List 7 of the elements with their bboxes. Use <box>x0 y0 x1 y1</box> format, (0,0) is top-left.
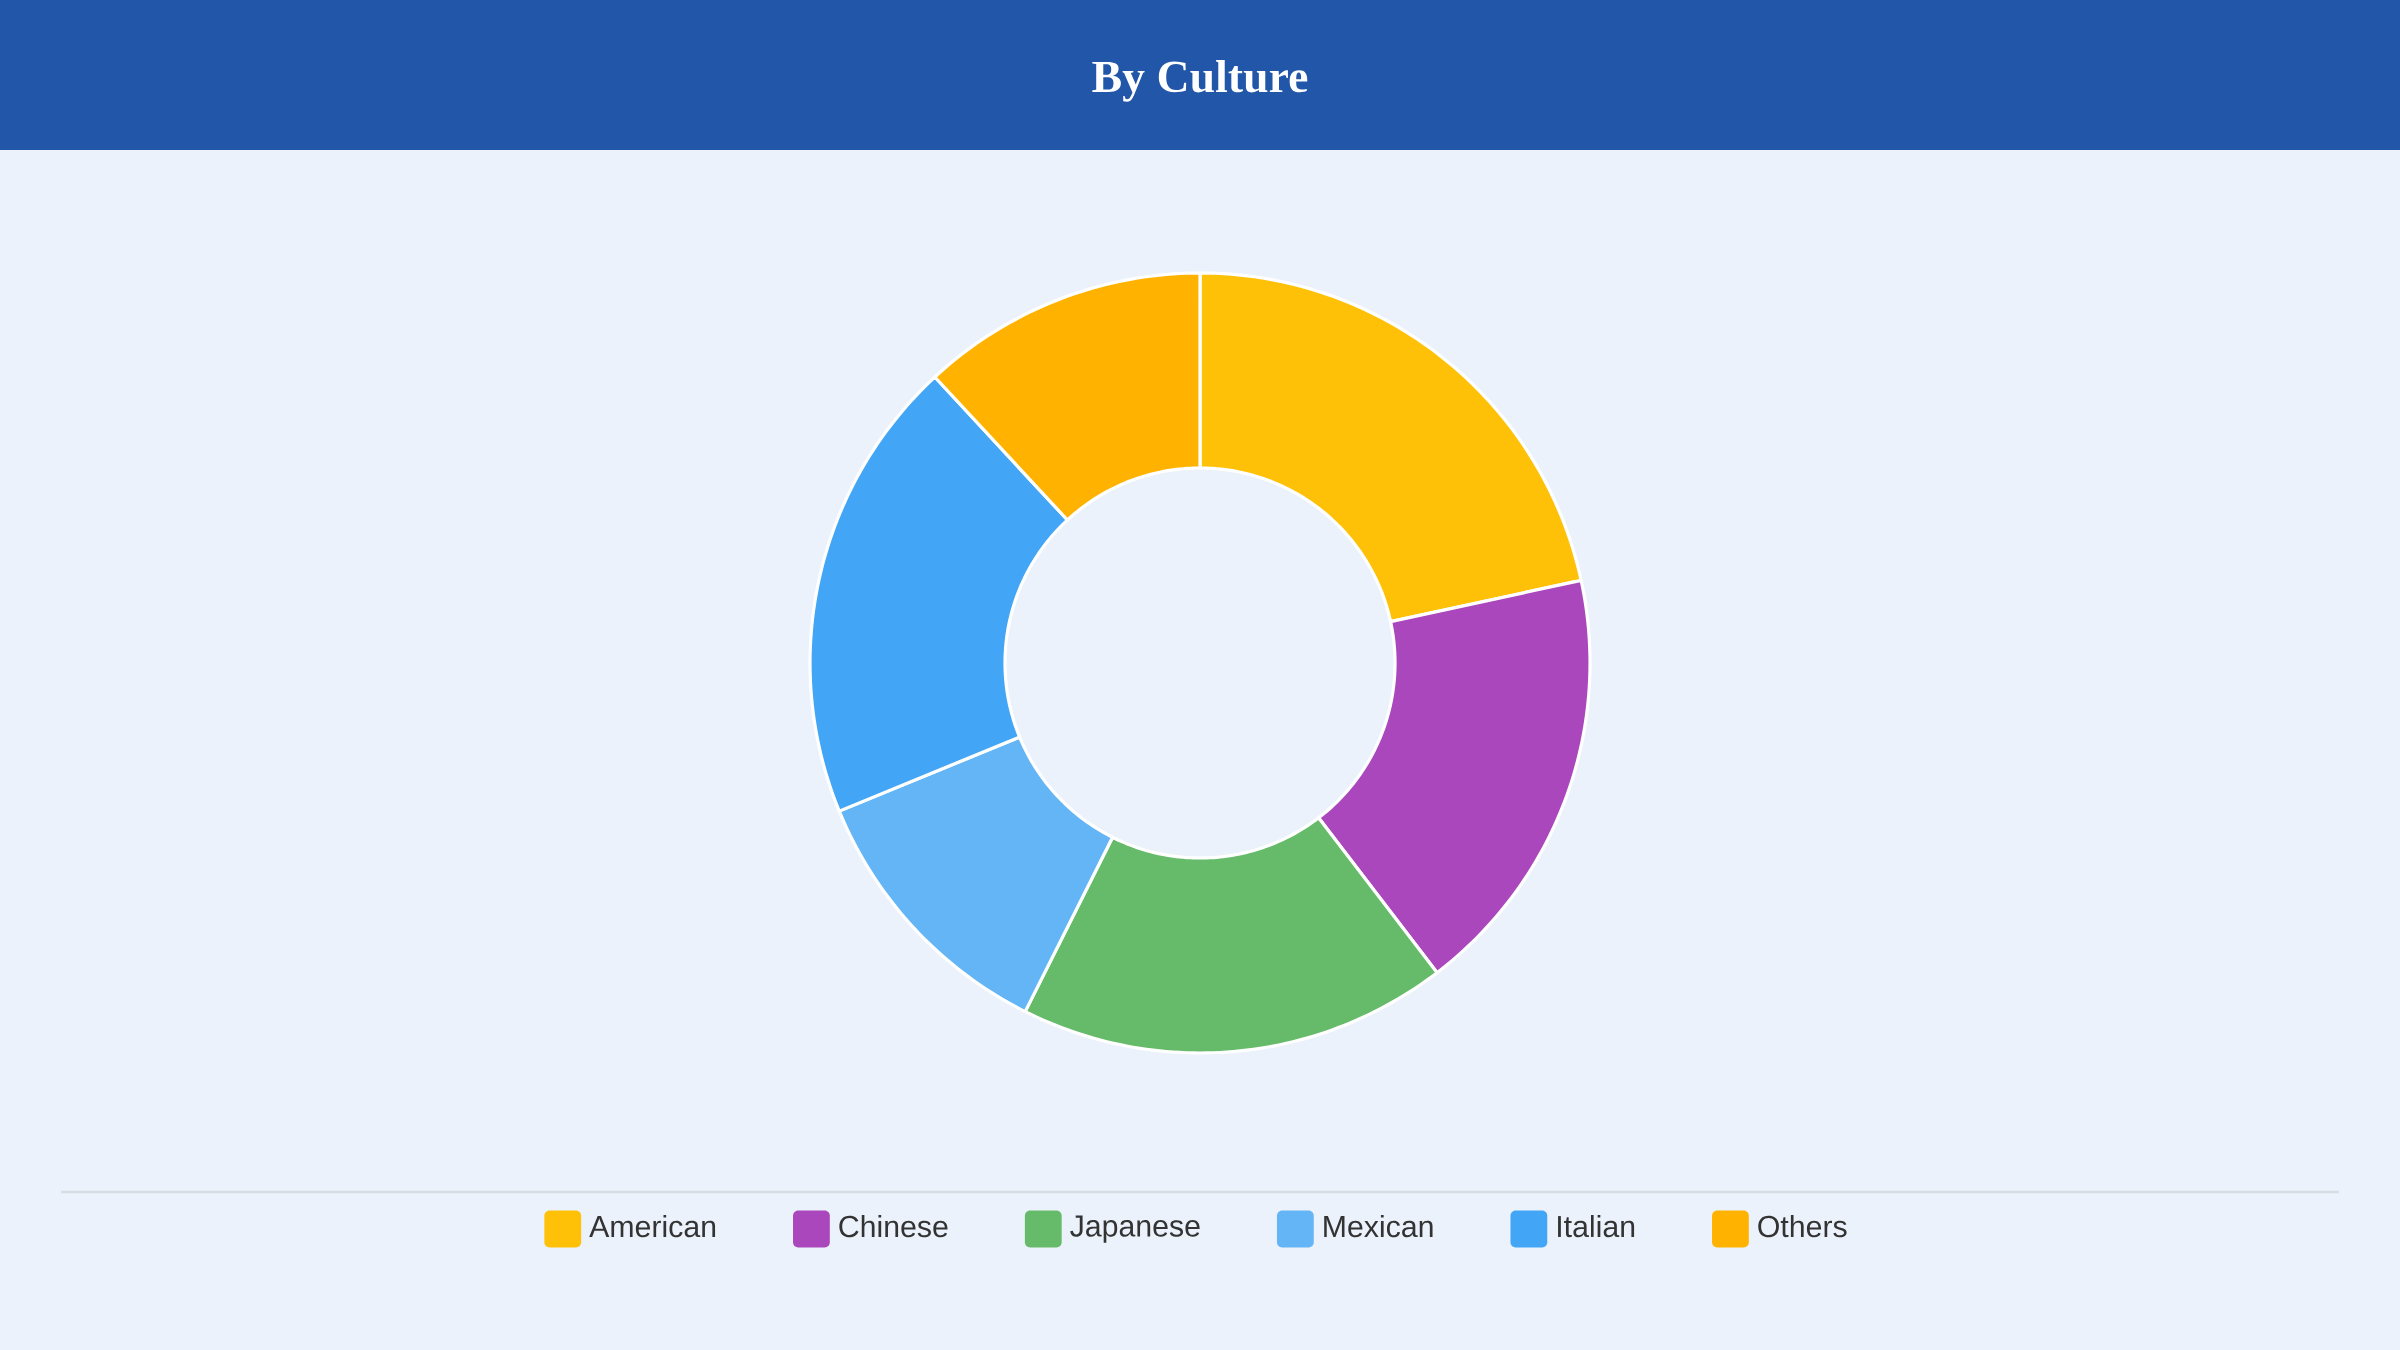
legend-label: Japanese <box>1070 1215 1200 1243</box>
legend-label: Others <box>1758 1215 1847 1238</box>
legend-label: Italian <box>1558 1215 1635 1238</box>
legend-label: American <box>589 1215 716 1238</box>
chart-title: By Culture <box>1092 60 1308 102</box>
legend-label: Mexican <box>1324 1215 1433 1238</box>
legend-label: Chinese <box>839 1215 948 1238</box>
